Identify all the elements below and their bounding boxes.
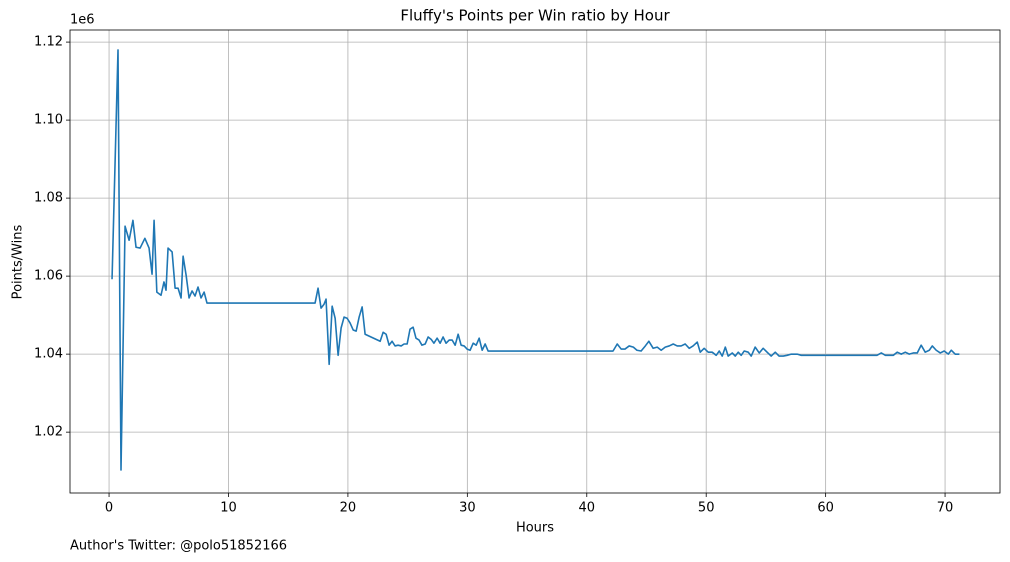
x-tick-label: 70 bbox=[937, 501, 954, 516]
y-tick-label: 1.10 bbox=[34, 113, 63, 128]
x-tick-label: 40 bbox=[578, 501, 595, 516]
x-tick-label: 0 bbox=[105, 501, 113, 516]
plot-frame bbox=[69, 29, 1001, 494]
x-tick-label: 60 bbox=[817, 501, 834, 516]
x-tick-label: 50 bbox=[698, 501, 715, 516]
x-tick-label: 20 bbox=[340, 501, 357, 516]
y-tick-label: 1.12 bbox=[34, 35, 63, 50]
y-tick-label: 1.06 bbox=[34, 269, 63, 284]
y-axis-label: Points/Wins bbox=[11, 224, 26, 299]
x-tick-label: 10 bbox=[220, 501, 237, 516]
y-tick-label: 1.08 bbox=[34, 191, 63, 206]
x-tick-label: 30 bbox=[459, 501, 476, 516]
y-tick-label: 1.02 bbox=[34, 425, 63, 440]
data-line bbox=[111, 49, 960, 471]
chart-title: Fluffy's Points per Win ratio by Hour bbox=[400, 7, 670, 25]
x-axis-label: Hours bbox=[516, 521, 554, 536]
annotation: Author's Twitter: @polo51852166 bbox=[70, 539, 287, 554]
y-tick-label: 1.04 bbox=[34, 347, 63, 362]
y-offset-label: 1e6 bbox=[70, 13, 95, 28]
